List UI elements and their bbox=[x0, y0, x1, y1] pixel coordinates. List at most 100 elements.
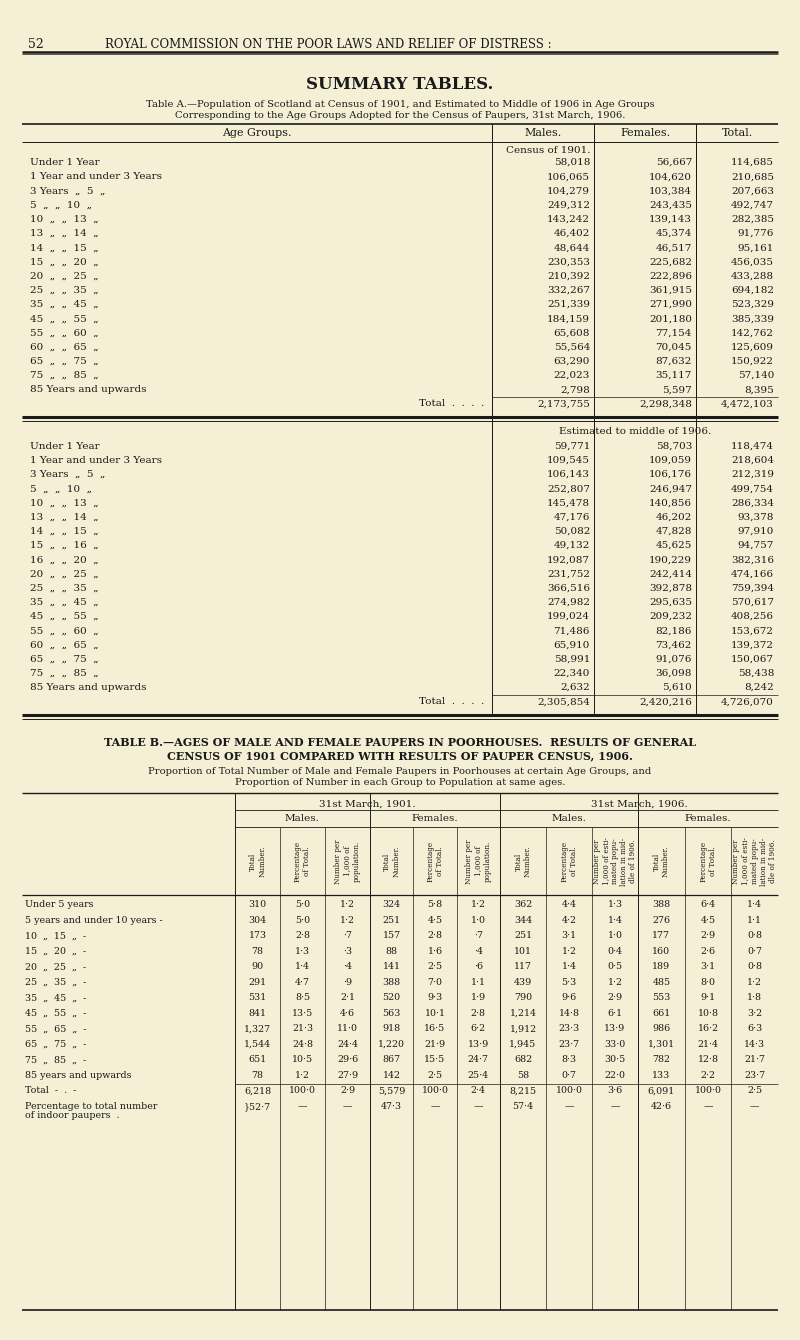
Text: 2·9: 2·9 bbox=[607, 993, 622, 1002]
Text: 75  „  „  85  „: 75 „ „ 85 „ bbox=[30, 669, 98, 678]
Text: 101: 101 bbox=[514, 947, 532, 955]
Text: 1·4: 1·4 bbox=[607, 917, 622, 925]
Text: 55  „  „  60  „: 55 „ „ 60 „ bbox=[30, 626, 98, 635]
Text: Number per
1,000 of
population.: Number per 1,000 of population. bbox=[465, 839, 491, 883]
Text: Number per
1,000 of esti-
mated popu-
lation in mid-
dle of 1906.: Number per 1,000 of esti- mated popu- la… bbox=[593, 838, 638, 886]
Text: 139,143: 139,143 bbox=[649, 214, 692, 224]
Text: 759,394: 759,394 bbox=[731, 584, 774, 592]
Text: 1·2: 1·2 bbox=[471, 900, 486, 910]
Text: 2·5: 2·5 bbox=[427, 1071, 442, 1080]
Text: 0·8: 0·8 bbox=[747, 931, 762, 941]
Text: 10·5: 10·5 bbox=[292, 1056, 313, 1064]
Text: 4,472,103: 4,472,103 bbox=[721, 399, 774, 409]
Text: 21·3: 21·3 bbox=[292, 1024, 313, 1033]
Text: 201,180: 201,180 bbox=[649, 314, 692, 323]
Text: —: — bbox=[750, 1101, 759, 1111]
Text: 88: 88 bbox=[386, 947, 398, 955]
Text: 5  „  „  10  „: 5 „ „ 10 „ bbox=[30, 484, 92, 493]
Text: 243,435: 243,435 bbox=[649, 201, 692, 209]
Text: 21·4: 21·4 bbox=[698, 1040, 718, 1049]
Text: Under 1 Year: Under 1 Year bbox=[30, 442, 100, 450]
Text: 1·1: 1·1 bbox=[747, 917, 762, 925]
Text: 42·6: 42·6 bbox=[650, 1101, 672, 1111]
Text: 5·0: 5·0 bbox=[295, 900, 310, 910]
Text: 145,478: 145,478 bbox=[547, 498, 590, 508]
Text: 65,608: 65,608 bbox=[554, 328, 590, 338]
Text: 6·3: 6·3 bbox=[747, 1024, 762, 1033]
Text: of indoor paupers  .: of indoor paupers . bbox=[25, 1111, 119, 1120]
Text: TABLE B.—AGES OF MALE AND FEMALE PAUPERS IN POORHOUSES.  RESULTS OF GENERAL: TABLE B.—AGES OF MALE AND FEMALE PAUPERS… bbox=[104, 737, 696, 749]
Text: 1·4: 1·4 bbox=[562, 962, 577, 972]
Text: Males.: Males. bbox=[551, 815, 586, 823]
Text: 1·6: 1·6 bbox=[427, 947, 442, 955]
Text: Females.: Females. bbox=[685, 815, 731, 823]
Text: 1,327: 1,327 bbox=[244, 1024, 271, 1033]
Text: 103,384: 103,384 bbox=[649, 186, 692, 196]
Text: Total  -  .  -: Total - . - bbox=[25, 1087, 76, 1095]
Text: 160: 160 bbox=[652, 947, 670, 955]
Text: 142,762: 142,762 bbox=[731, 328, 774, 338]
Text: 392,878: 392,878 bbox=[649, 584, 692, 592]
Text: 91,076: 91,076 bbox=[656, 655, 692, 663]
Text: 1·3: 1·3 bbox=[295, 947, 310, 955]
Text: 0·4: 0·4 bbox=[607, 947, 622, 955]
Text: 1·4: 1·4 bbox=[747, 900, 762, 910]
Text: 2·9: 2·9 bbox=[340, 1087, 355, 1095]
Text: 58,438: 58,438 bbox=[738, 669, 774, 678]
Text: 21·7: 21·7 bbox=[744, 1056, 765, 1064]
Text: 251: 251 bbox=[514, 931, 532, 941]
Text: 4·6: 4·6 bbox=[340, 1009, 355, 1018]
Text: 65  „  75  „  -: 65 „ 75 „ - bbox=[25, 1040, 86, 1049]
Text: 0·7: 0·7 bbox=[562, 1071, 577, 1080]
Text: 2·5: 2·5 bbox=[427, 962, 442, 972]
Text: 1·2: 1·2 bbox=[747, 978, 762, 986]
Text: 10·8: 10·8 bbox=[698, 1009, 718, 1018]
Text: 242,414: 242,414 bbox=[649, 570, 692, 579]
Text: 45,625: 45,625 bbox=[656, 541, 692, 549]
Text: 2·8: 2·8 bbox=[471, 1009, 486, 1018]
Text: 91,776: 91,776 bbox=[738, 229, 774, 239]
Text: ·3: ·3 bbox=[343, 947, 352, 955]
Text: 22·0: 22·0 bbox=[605, 1071, 626, 1080]
Text: 29·6: 29·6 bbox=[337, 1056, 358, 1064]
Text: —: — bbox=[430, 1101, 440, 1111]
Text: 13·9: 13·9 bbox=[604, 1024, 626, 1033]
Text: —: — bbox=[610, 1101, 620, 1111]
Text: 45  „  „  55  „: 45 „ „ 55 „ bbox=[30, 314, 98, 323]
Text: 251: 251 bbox=[382, 917, 401, 925]
Text: 85 years and upwards: 85 years and upwards bbox=[25, 1071, 131, 1080]
Text: 388: 388 bbox=[652, 900, 670, 910]
Text: 209,232: 209,232 bbox=[649, 612, 692, 620]
Text: —: — bbox=[342, 1101, 352, 1111]
Text: 310: 310 bbox=[249, 900, 266, 910]
Text: 47,176: 47,176 bbox=[554, 513, 590, 521]
Text: 3·1: 3·1 bbox=[562, 931, 577, 941]
Text: 1·2: 1·2 bbox=[607, 978, 622, 986]
Text: 106,065: 106,065 bbox=[547, 173, 590, 181]
Text: ·7: ·7 bbox=[474, 931, 483, 941]
Text: 382,316: 382,316 bbox=[731, 555, 774, 564]
Text: 45,374: 45,374 bbox=[656, 229, 692, 239]
Text: 433,288: 433,288 bbox=[731, 272, 774, 280]
Text: 22,340: 22,340 bbox=[554, 669, 590, 678]
Text: 75  „  85  „  -: 75 „ 85 „ - bbox=[25, 1056, 86, 1064]
Text: 24·7: 24·7 bbox=[468, 1056, 489, 1064]
Text: 282,385: 282,385 bbox=[731, 214, 774, 224]
Text: 249,312: 249,312 bbox=[547, 201, 590, 209]
Text: 563: 563 bbox=[382, 1009, 401, 1018]
Text: 20  „  25  „  -: 20 „ 25 „ - bbox=[25, 962, 86, 972]
Text: 366,516: 366,516 bbox=[547, 584, 590, 592]
Text: 140,856: 140,856 bbox=[649, 498, 692, 508]
Text: 210,685: 210,685 bbox=[731, 173, 774, 181]
Text: 790: 790 bbox=[514, 993, 532, 1002]
Text: Age Groups.: Age Groups. bbox=[222, 129, 292, 138]
Text: 109,059: 109,059 bbox=[649, 456, 692, 465]
Text: Percentage
of Total.: Percentage of Total. bbox=[294, 840, 311, 882]
Text: 5  „  „  10  „: 5 „ „ 10 „ bbox=[30, 201, 92, 209]
Text: 361,915: 361,915 bbox=[649, 285, 692, 295]
Text: 9·6: 9·6 bbox=[562, 993, 577, 1002]
Text: 139,372: 139,372 bbox=[731, 641, 774, 650]
Text: 47,828: 47,828 bbox=[656, 527, 692, 536]
Text: 35  „  45  „  -: 35 „ 45 „ - bbox=[25, 993, 86, 1002]
Text: 60  „  „  65  „: 60 „ „ 65 „ bbox=[30, 641, 98, 650]
